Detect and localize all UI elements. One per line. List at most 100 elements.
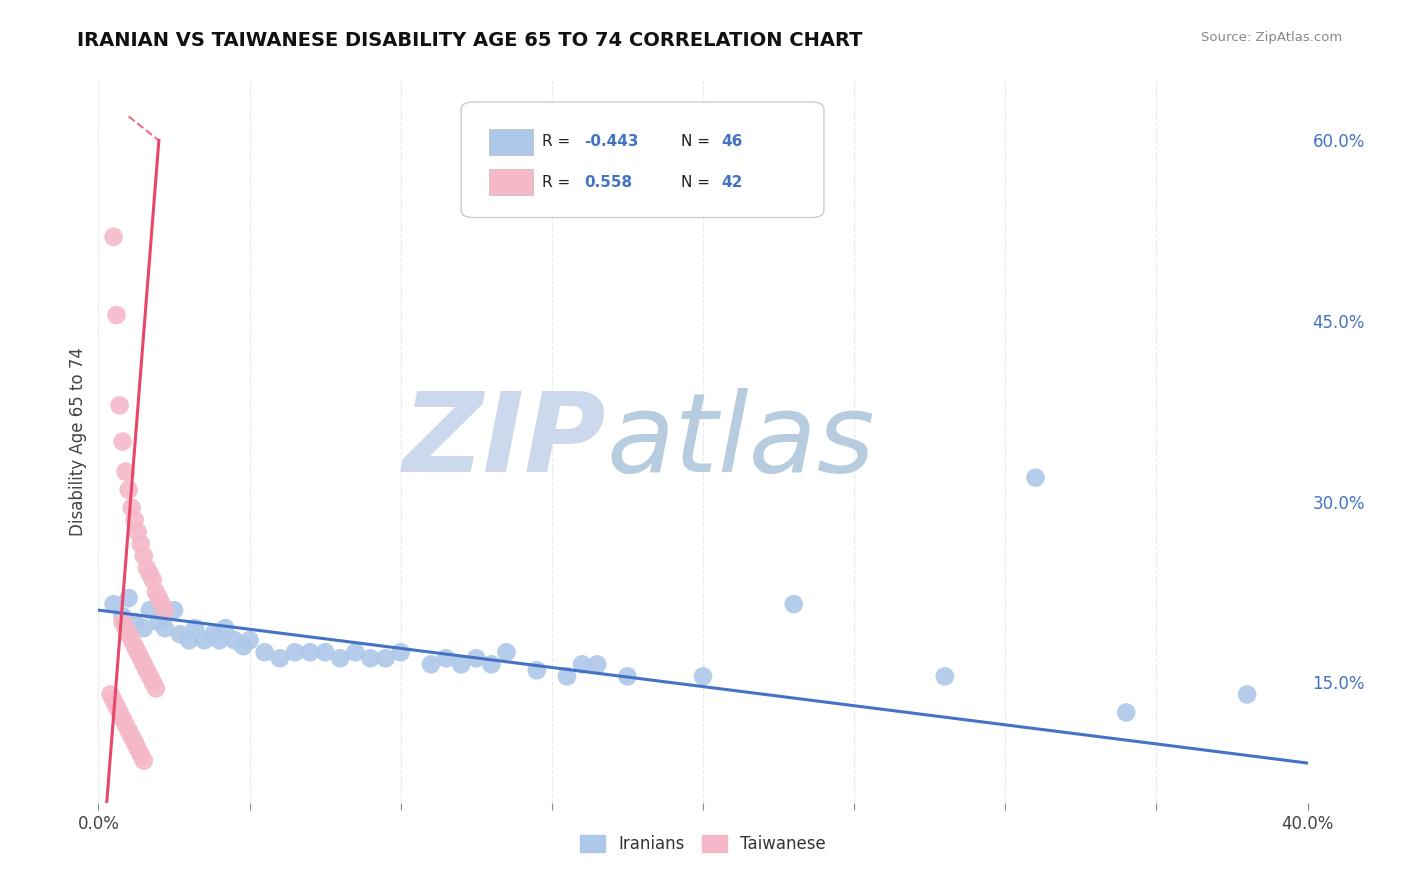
Point <box>389 645 412 659</box>
Point <box>129 537 152 551</box>
Point <box>111 615 134 630</box>
Point <box>202 627 225 641</box>
Point <box>1024 470 1046 484</box>
Point <box>692 669 714 683</box>
Point <box>124 735 146 749</box>
FancyBboxPatch shape <box>489 169 533 195</box>
Y-axis label: Disability Age 65 to 74: Disability Age 65 to 74 <box>69 347 87 536</box>
Text: N =: N = <box>682 134 716 149</box>
Point <box>1115 706 1137 720</box>
Text: N =: N = <box>682 175 716 189</box>
Point <box>526 664 548 678</box>
Point <box>184 621 207 635</box>
Text: IRANIAN VS TAIWANESE DISABILITY AGE 65 TO 74 CORRELATION CHART: IRANIAN VS TAIWANESE DISABILITY AGE 65 T… <box>77 31 863 50</box>
Point <box>124 615 146 630</box>
Point <box>142 675 165 690</box>
FancyBboxPatch shape <box>461 102 824 218</box>
Text: 0.558: 0.558 <box>585 175 633 189</box>
Point <box>150 597 173 611</box>
Point <box>495 645 517 659</box>
Point <box>132 657 155 672</box>
Point <box>434 651 457 665</box>
Point <box>465 651 488 665</box>
Point <box>111 609 134 624</box>
Text: ZIP: ZIP <box>402 388 606 495</box>
Point <box>103 229 125 244</box>
Point <box>193 633 215 648</box>
Point <box>284 645 307 659</box>
Legend: Iranians, Taiwanese: Iranians, Taiwanese <box>574 828 832 860</box>
Point <box>105 699 128 714</box>
Point <box>153 603 176 617</box>
Point <box>139 567 162 582</box>
Point <box>344 645 367 659</box>
Point <box>481 657 503 672</box>
Point <box>239 633 262 648</box>
Point <box>132 549 155 563</box>
Point <box>420 657 443 672</box>
Point <box>232 639 254 653</box>
Point <box>571 657 593 672</box>
Point <box>129 651 152 665</box>
Point <box>450 657 472 672</box>
Point <box>586 657 609 672</box>
Point <box>214 621 236 635</box>
Point <box>269 651 291 665</box>
Point <box>103 597 125 611</box>
Point <box>124 513 146 527</box>
Point <box>108 706 131 720</box>
Point <box>114 717 136 731</box>
Point <box>100 687 122 701</box>
Point <box>127 741 149 756</box>
Point <box>103 693 125 707</box>
Point <box>783 597 806 611</box>
Point <box>118 591 141 606</box>
Point <box>142 573 165 587</box>
Point <box>169 627 191 641</box>
Text: R =: R = <box>543 134 575 149</box>
Point <box>118 627 141 641</box>
Point <box>208 633 231 648</box>
Point <box>616 669 638 683</box>
Point <box>114 465 136 479</box>
Point <box>555 669 578 683</box>
Point <box>118 723 141 738</box>
Point <box>135 664 157 678</box>
Point <box>934 669 956 683</box>
Point <box>108 398 131 412</box>
Point <box>127 524 149 539</box>
Point <box>148 591 170 606</box>
Point <box>118 483 141 497</box>
Point <box>132 621 155 635</box>
Point <box>329 651 352 665</box>
Text: 42: 42 <box>721 175 742 189</box>
Point <box>224 633 246 648</box>
Point <box>114 621 136 635</box>
Point <box>121 730 143 744</box>
Point <box>124 639 146 653</box>
Text: Source: ZipAtlas.com: Source: ZipAtlas.com <box>1202 31 1343 45</box>
Point <box>253 645 276 659</box>
Point <box>111 712 134 726</box>
Point <box>148 615 170 630</box>
Point <box>179 633 201 648</box>
Point <box>299 645 322 659</box>
Text: -0.443: -0.443 <box>585 134 638 149</box>
FancyBboxPatch shape <box>489 128 533 154</box>
Point <box>374 651 396 665</box>
Point <box>121 500 143 515</box>
Point <box>127 645 149 659</box>
Point <box>153 621 176 635</box>
Point <box>139 603 162 617</box>
Text: 46: 46 <box>721 134 742 149</box>
Point <box>1236 687 1258 701</box>
Point <box>135 561 157 575</box>
Point <box>314 645 336 659</box>
Point <box>121 633 143 648</box>
Point <box>139 669 162 683</box>
Text: R =: R = <box>543 175 575 189</box>
Point <box>111 434 134 449</box>
Point <box>105 308 128 322</box>
Text: atlas: atlas <box>606 388 875 495</box>
Point <box>163 603 186 617</box>
